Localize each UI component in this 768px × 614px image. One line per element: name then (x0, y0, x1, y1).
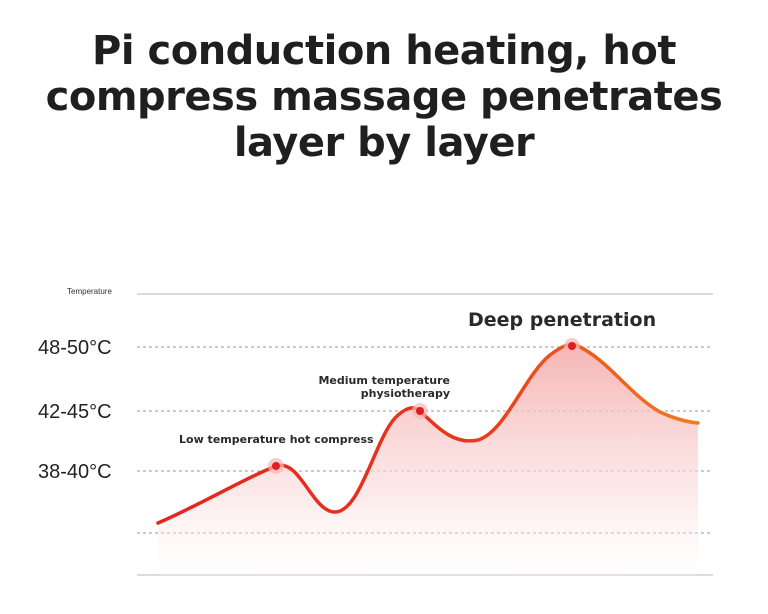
curve-area (158, 344, 698, 600)
y-tick-42-45: 42-45°C (38, 401, 112, 423)
y-tick-38-40: 38-40°C (38, 461, 112, 483)
marker-low (268, 458, 284, 474)
y-axis-title: Temperature (67, 287, 112, 296)
headline-line-2: compress massage penetrates (45, 74, 723, 120)
annotation-medium-line2: physiotherapy (361, 387, 450, 400)
headline-line-3: layer by layer (233, 120, 535, 166)
headline: Pi conduction heating, hot compress mass… (0, 28, 768, 166)
marker-deep (564, 338, 580, 354)
temperature-curve (156, 342, 700, 525)
annotation-medium-line1: Medium temperature (318, 374, 450, 387)
y-tick-48-50: 48-50°C (38, 337, 112, 359)
headline-line-1: Pi conduction heating, hot (92, 28, 676, 74)
annotation-low: Low temperature hot compress (179, 433, 374, 446)
marker-medium (412, 403, 428, 419)
annotation-deep: Deep penetration (468, 309, 656, 331)
